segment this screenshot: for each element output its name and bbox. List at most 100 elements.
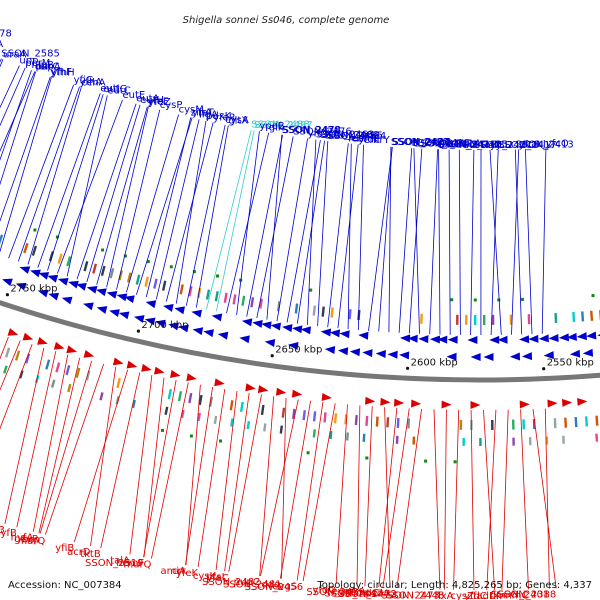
- marker-dot: [169, 265, 173, 269]
- forward-gene-arrow: [155, 319, 166, 328]
- gene-label: SSON_2466: [320, 130, 379, 141]
- cog-stripe: [100, 265, 106, 277]
- cog-stripe: [99, 392, 104, 401]
- gene-label: yfeK: [176, 568, 199, 579]
- gene-label: crr: [172, 566, 186, 577]
- marker-dot: [123, 254, 127, 258]
- cog-stripe: [223, 292, 228, 303]
- reverse-gene-arrow: [245, 383, 256, 392]
- cog-stripe: [31, 245, 38, 256]
- cog-stripe: [213, 415, 218, 425]
- forward-gene-arrow: [399, 351, 410, 360]
- cog-stripe: [214, 291, 219, 302]
- gene-leader-line: [296, 140, 325, 324]
- forward-gene-arrow: [261, 321, 272, 330]
- forward-gene-arrow: [558, 333, 570, 342]
- cog-stripe: [246, 420, 251, 430]
- cog-stripe: [250, 297, 255, 308]
- gene-label: SSON_2463: [316, 130, 375, 141]
- gene-label: eutG: [103, 84, 127, 95]
- gene-leader-line: [129, 375, 153, 555]
- gene-label: hyfB: [0, 528, 17, 539]
- gene-leader-line: [106, 106, 149, 288]
- forward-gene-arrow: [349, 348, 361, 357]
- gene-leader-line: [0, 340, 21, 391]
- forward-gene-arrow: [145, 300, 157, 309]
- gene-leader-line: [514, 149, 523, 335]
- gene-label: cchA: [81, 77, 105, 88]
- tick-label: 2750 kbp: [10, 284, 57, 295]
- gene-label: pdxK: [206, 111, 232, 122]
- gene-leader-line: [37, 93, 101, 268]
- cog-stripe: [362, 433, 366, 442]
- cog-stripe: [465, 314, 468, 325]
- gene-leader-line: [368, 146, 393, 331]
- cog-stripe: [167, 388, 172, 400]
- gene-label: SSON_2401: [491, 590, 550, 600]
- cog-stripe: [528, 437, 532, 446]
- gene-label: SSON_2482: [202, 577, 261, 588]
- cog-stripe: [83, 261, 89, 272]
- gene-leader-line: [0, 65, 20, 109]
- forward-gene-arrow: [582, 348, 594, 357]
- cog-stripe: [330, 307, 334, 318]
- gene-leader-line: [0, 71, 36, 152]
- gene-leader-line: [276, 138, 308, 322]
- gene-leader-line: [296, 402, 324, 581]
- reverse-gene-arrow: [186, 373, 197, 382]
- marker-dot: [101, 248, 105, 252]
- cog-stripe: [65, 364, 71, 376]
- forward-gene-arrow: [239, 335, 250, 344]
- cog-stripe: [177, 391, 183, 402]
- gene-leader-line: [378, 407, 398, 588]
- reverse-gene-arrow: [170, 369, 181, 378]
- gene-leader-line: [86, 104, 141, 283]
- marker-dot: [161, 428, 164, 432]
- cog-stripe: [230, 418, 234, 427]
- marker-dot: [33, 228, 37, 232]
- forward-gene-arrow: [300, 326, 312, 335]
- forward-gene-arrow: [407, 334, 418, 343]
- gene-label: emrY: [364, 135, 391, 146]
- gene-label: SSON_2425: [449, 140, 508, 151]
- gene-leader-line: [76, 103, 137, 280]
- gene-label: yfcU: [490, 140, 512, 151]
- forward-gene-arrow: [400, 334, 411, 343]
- gene-label: SSON_2464: [328, 131, 387, 142]
- cog-stripe: [23, 242, 29, 254]
- forward-gene-arrow: [163, 304, 174, 312]
- gene-label: SSON_2388: [498, 589, 557, 600]
- gene-label: yfdE: [358, 134, 380, 145]
- cog-stripe: [491, 314, 495, 325]
- forward-gene-arrow: [61, 296, 73, 305]
- forward-gene-arrow: [543, 351, 554, 360]
- forward-gene-arrow: [57, 277, 69, 286]
- gene-leader-line: [317, 141, 329, 327]
- gene-label: hemF: [116, 558, 144, 569]
- gene-leader-line: [413, 148, 420, 334]
- gene-leader-line: [266, 134, 283, 320]
- forward-gene-arrow: [174, 306, 186, 315]
- cog-stripe: [229, 400, 234, 411]
- gene-leader-line: [90, 366, 117, 546]
- gene-leader-line: [0, 71, 36, 186]
- forward-gene-arrow: [48, 292, 60, 301]
- forward-gene-arrow: [586, 331, 597, 340]
- gene-label: purC: [36, 62, 60, 73]
- cog-stripe: [321, 306, 325, 317]
- cog-stripe: [241, 295, 246, 306]
- cog-stripe: [153, 278, 158, 289]
- gene-label: SSON_2448: [386, 591, 445, 600]
- cog-stripe: [294, 303, 299, 314]
- gene-label: yfeR: [213, 112, 236, 123]
- gene-label: yfiB: [55, 543, 74, 554]
- gene-leader-line: [17, 86, 80, 262]
- cog-stripe: [312, 305, 317, 316]
- forward-gene-arrow: [15, 282, 27, 291]
- gene-leader-line: [226, 132, 270, 314]
- forward-gene-arrow: [509, 352, 520, 361]
- gene-leader-line: [165, 122, 214, 302]
- forward-gene-arrow: [282, 324, 293, 333]
- gene-leader-line: [206, 129, 252, 310]
